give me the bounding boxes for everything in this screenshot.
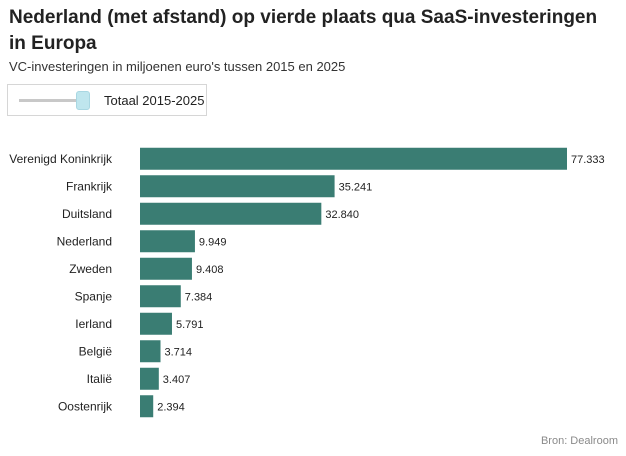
value-label: 9.408 [196,264,224,276]
value-label: 7.384 [185,291,213,303]
value-label: 3.714 [165,346,193,358]
value-label: 32.840 [325,209,359,221]
bar[interactable] [140,312,172,335]
category-label: Italië [87,372,113,386]
value-label: 77.333 [571,154,605,166]
value-label: 3.407 [163,374,191,386]
category-label: Oostenrijk [58,399,113,413]
bar[interactable] [140,257,192,280]
bar[interactable] [140,340,161,363]
category-label: Verenigd Koninkrijk [9,152,113,166]
bar[interactable] [140,202,322,225]
slider-label: Totaal 2015-2025 [104,93,205,108]
bar-chart: Verenigd Koninkrijk 77.333 Frankrijk 35.241… [9,147,605,418]
category-label: Spanje [75,289,113,303]
category-label: Ierland [75,317,112,331]
period-slider-control[interactable]: Totaal 2015-2025 [7,84,207,116]
category-label: Zweden [69,262,112,276]
bar[interactable] [140,285,181,308]
slider-handle[interactable] [76,91,90,110]
value-label: 2.394 [157,401,185,413]
category-label: Frankrijk [66,179,113,193]
value-label: 35.241 [339,181,373,193]
bar[interactable] [140,230,195,253]
value-label: 9.949 [199,236,227,248]
bar[interactable] [140,367,159,390]
source-note: Bron: Dealroom [540,435,618,447]
slider-track[interactable] [19,99,83,102]
value-label: 5.791 [176,319,204,331]
bar[interactable] [140,175,335,198]
bar[interactable] [140,395,154,418]
category-label: België [79,344,113,358]
chart-subtitle: VC-investeringen in miljoenen euro's tus… [9,59,346,74]
category-label: Nederland [57,234,112,248]
bar[interactable] [140,147,567,170]
chart-title: Nederland (met afstand) op vierde plaats… [9,7,598,54]
category-label: Duitsland [62,207,112,221]
